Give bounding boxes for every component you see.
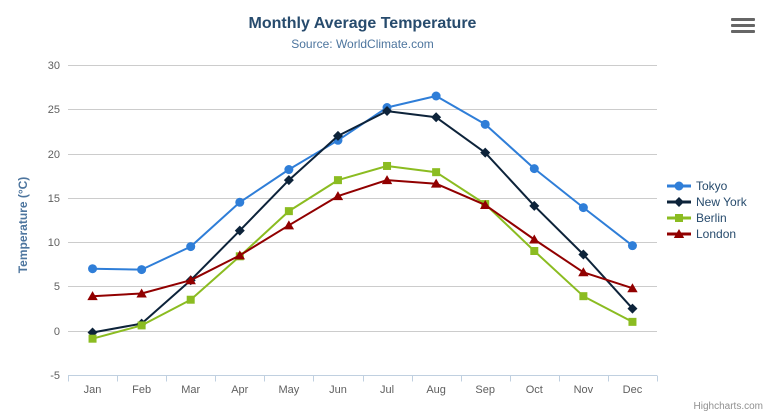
data-point[interactable]: [332, 191, 344, 201]
legend: Tokyo New York Berlin London: [667, 178, 747, 242]
legend-item-london[interactable]: London: [667, 226, 747, 242]
data-point[interactable]: [88, 334, 97, 343]
yaxis-labels: -5 0 5 10 15 20 25 30: [48, 60, 60, 382]
credits-link[interactable]: Highcharts.com: [693, 401, 763, 412]
series-new-york[interactable]: [87, 106, 638, 338]
legend-label: London: [696, 227, 737, 241]
data-point[interactable]: [234, 250, 245, 260]
xaxis-label: May: [278, 384, 299, 396]
legend-label: New York: [696, 195, 747, 209]
data-point[interactable]: [674, 181, 684, 191]
data-point[interactable]: [529, 164, 539, 174]
xaxis-label: Aug: [426, 384, 446, 396]
hamburger-icon: [731, 18, 755, 33]
legend-item-new-york[interactable]: New York: [667, 194, 747, 210]
data-point[interactable]: [529, 234, 540, 244]
legend-label: Tokyo: [696, 179, 728, 193]
legend-label: Berlin: [696, 211, 727, 225]
data-point[interactable]: [578, 249, 589, 260]
yaxis-label: 20: [48, 149, 60, 161]
data-point[interactable]: [383, 161, 392, 170]
data-point[interactable]: [529, 200, 540, 211]
grid-lines: [68, 65, 657, 332]
data-point[interactable]: [88, 264, 98, 274]
xaxis-label: Dec: [623, 384, 643, 396]
data-point[interactable]: [578, 203, 588, 213]
data-point[interactable]: [284, 165, 294, 175]
data-point[interactable]: [432, 168, 441, 177]
xaxis-label: Jun: [329, 384, 347, 396]
context-menu-button[interactable]: [729, 17, 757, 39]
data-point[interactable]: [674, 197, 684, 207]
data-point[interactable]: [675, 214, 683, 222]
yaxis-label: -5: [50, 370, 60, 382]
data-point[interactable]: [137, 265, 147, 275]
data-point[interactable]: [627, 303, 638, 314]
data-point[interactable]: [579, 292, 588, 301]
chart-title: Monthly Average Temperature: [248, 15, 477, 32]
data-point[interactable]: [235, 197, 245, 207]
chart-subtitle: Source: WorldClimate.com: [291, 37, 434, 51]
berlin-series-marker-icon: [667, 214, 691, 222]
yaxis-label: 10: [48, 237, 60, 249]
data-point[interactable]: [381, 175, 393, 185]
xaxis-label: Jan: [84, 384, 102, 396]
data-point[interactable]: [234, 225, 245, 236]
data-point[interactable]: [136, 288, 147, 298]
data-point[interactable]: [431, 91, 441, 101]
xaxis-label: Sep: [475, 384, 495, 396]
data-point[interactable]: [431, 112, 442, 123]
xaxis-label: Mar: [181, 384, 200, 396]
data-point[interactable]: [283, 175, 294, 186]
yaxis-label: 0: [54, 326, 60, 338]
legend-item-tokyo[interactable]: Tokyo: [667, 178, 747, 194]
yaxis-label: 30: [48, 60, 60, 72]
xaxis-label: Apr: [231, 384, 248, 396]
x-axis: [68, 375, 658, 382]
data-point[interactable]: [530, 247, 539, 255]
data-point[interactable]: [480, 199, 491, 209]
yaxis-label: 5: [54, 281, 60, 293]
xaxis-labels: Jan Feb Mar Apr May Jun Jul Aug Sep Oct Nov Dec: [84, 384, 643, 396]
xaxis-label: Oct: [526, 384, 543, 396]
data-point[interactable]: [332, 130, 343, 141]
data-point[interactable]: [283, 220, 295, 230]
data-point[interactable]: [430, 178, 442, 188]
data-point[interactable]: [382, 106, 393, 117]
data-point[interactable]: [480, 147, 491, 158]
london-series-marker-icon: [667, 229, 691, 238]
data-point[interactable]: [186, 242, 196, 252]
new-york-series-marker-icon: [667, 197, 691, 207]
series-london[interactable]: [87, 175, 638, 301]
legend-item-berlin[interactable]: Berlin: [667, 210, 747, 226]
data-point[interactable]: [673, 229, 685, 238]
series-tokyo[interactable]: [88, 91, 637, 275]
data-point[interactable]: [284, 207, 293, 216]
data-point[interactable]: [186, 295, 195, 304]
xaxis-label: Nov: [574, 384, 594, 396]
data-point[interactable]: [137, 321, 146, 330]
data-point[interactable]: [333, 176, 342, 185]
data-point[interactable]: [627, 241, 637, 251]
data-point[interactable]: [480, 119, 490, 129]
data-point[interactable]: [578, 267, 589, 277]
xaxis-label: Jul: [380, 384, 394, 396]
data-point[interactable]: [87, 291, 98, 301]
yaxis-label: 25: [48, 104, 60, 116]
yaxis-title: Temperature (°C): [16, 176, 30, 274]
xaxis-label: Feb: [132, 384, 151, 396]
yaxis-label: 15: [48, 193, 60, 205]
data-point[interactable]: [185, 275, 196, 285]
data-point[interactable]: [628, 317, 637, 326]
data-point[interactable]: [627, 283, 638, 293]
tokyo-series-marker-icon: [667, 181, 691, 191]
